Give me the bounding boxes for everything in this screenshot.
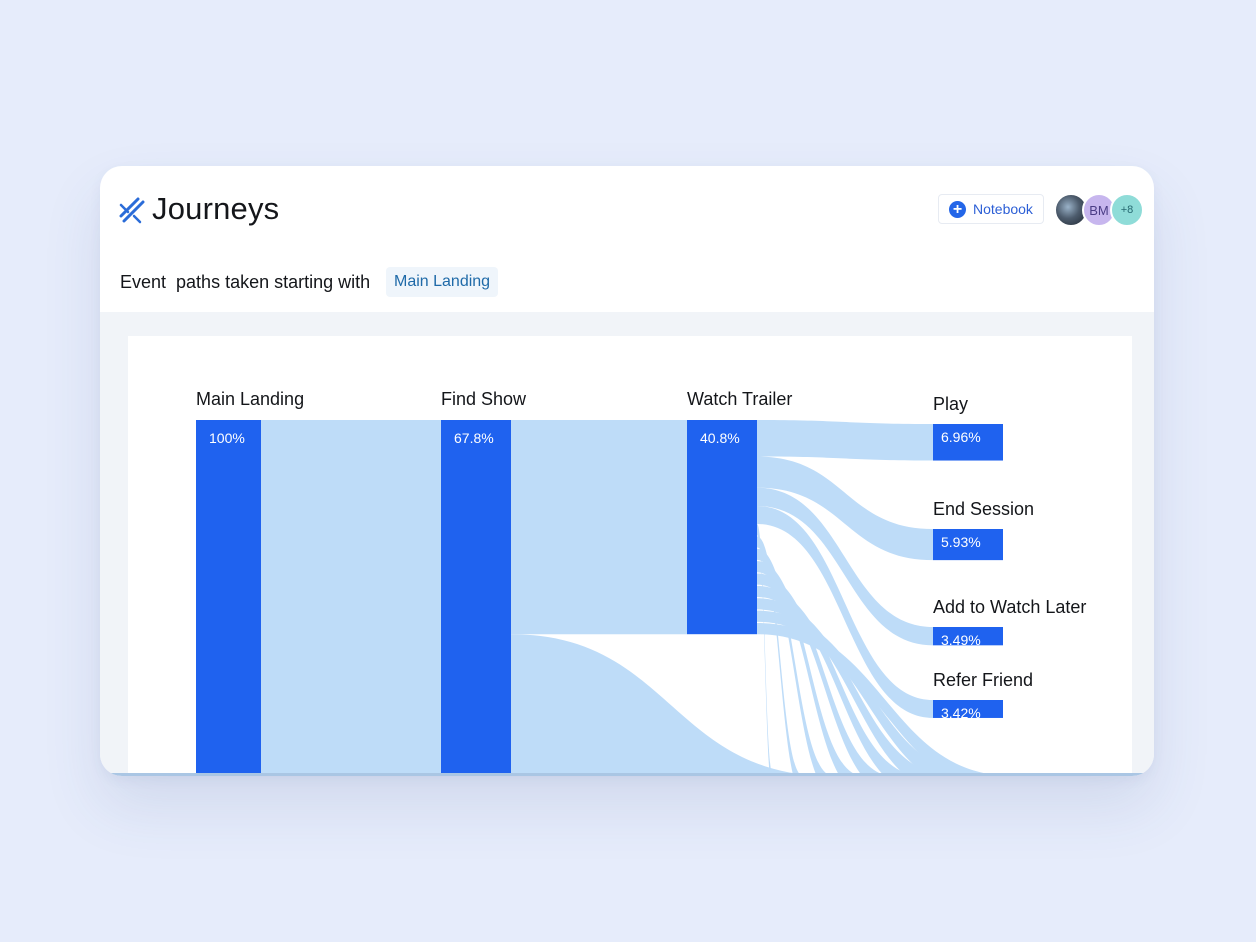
sankey-link (757, 456, 933, 561)
plus-circle-icon: + (949, 200, 966, 218)
sankey-link (757, 548, 833, 776)
sankey-link (757, 420, 933, 461)
sankey-link (757, 505, 933, 718)
avatar-initials[interactable]: BM (1082, 193, 1116, 227)
sankey-node (196, 420, 261, 776)
sankey-node (687, 420, 757, 635)
sankey-outcome-value: 5.93% (941, 534, 981, 550)
sankey-link (757, 523, 773, 776)
sankey-node-label: Watch Trailer (687, 389, 792, 409)
notebook-button-label: Notebook (973, 201, 1033, 217)
start-event-chip[interactable]: Main Landing (386, 267, 499, 297)
sankey-outcome-label: End Session (933, 499, 1034, 519)
sankey-node-value: 40.8% (700, 430, 740, 446)
sankey-chart: Main Landing 100% Find Show 67.8% Watch Trai… (196, 389, 1086, 776)
sankey-node-label: Main Landing (196, 389, 304, 409)
page-title: Journeys (152, 191, 280, 226)
sankey-link (757, 487, 933, 646)
sankey-link (757, 598, 953, 776)
sankey-link (757, 536, 803, 776)
query-description: Event paths taken starting with (120, 272, 371, 292)
sankey-node (441, 420, 511, 776)
sankey-outcome-value: 6.96% (941, 429, 981, 445)
journeys-card: Journeys + Notebook BM +8 Event paths ta… (100, 166, 1154, 776)
sankey-link (757, 585, 923, 776)
sankey-link (511, 420, 687, 635)
card-bottom-edge (100, 773, 1154, 776)
sankey-link (511, 634, 831, 776)
avatar-more-count[interactable]: +8 (1110, 193, 1144, 227)
sankey-node-value: 67.8% (454, 430, 494, 446)
sankey-node-label: Find Show (441, 389, 527, 409)
header: Journeys + Notebook BM +8 (100, 166, 1154, 254)
sankey-panel: Main Landing 100% Find Show 67.8% Watch Trai… (128, 336, 1132, 776)
journeys-logo-icon (119, 197, 145, 224)
sankey-outcome-label: Add to Watch Later (933, 597, 1086, 617)
sankey-outcome-node (933, 700, 1003, 718)
sankey-outcome-node (933, 627, 1003, 646)
sankey-outcome-value: 3.49% (941, 632, 981, 648)
sankey-link (261, 420, 441, 776)
sankey-outcome-node (933, 529, 1003, 561)
sankey-link (757, 623, 1013, 776)
sankey-outcome-node (933, 424, 1003, 461)
sankey-node-value: 100% (209, 430, 245, 446)
sankey-outcome-label: Refer Friend (933, 670, 1033, 690)
notebook-button[interactable]: + Notebook (938, 194, 1044, 224)
sankey-outcome-value: 3.42% (941, 705, 981, 721)
sankey-outcome-label: Play (933, 394, 968, 414)
